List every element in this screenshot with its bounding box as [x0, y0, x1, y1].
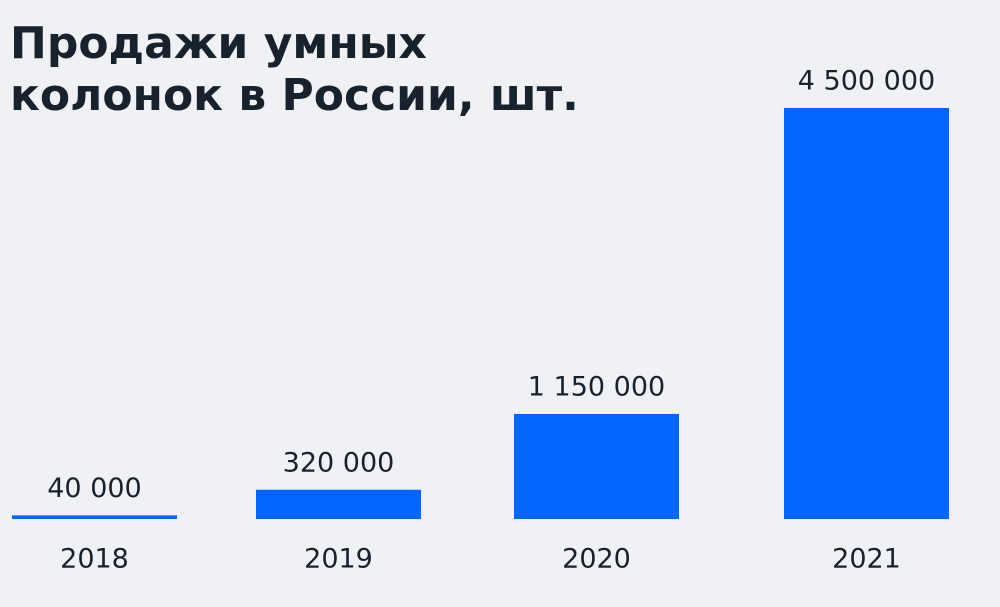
value-label: 320 000: [283, 447, 395, 478]
bar: [514, 413, 679, 519]
chart-title: Продажи умных колонок в России, шт.: [10, 18, 579, 121]
bar: [12, 515, 177, 519]
bar: [256, 489, 421, 519]
value-label: 40 000: [47, 473, 141, 504]
x-tick-label: 2021: [832, 544, 901, 575]
x-tick-label: 2018: [60, 544, 129, 575]
x-tick-label: 2019: [304, 544, 373, 575]
value-label: 1 150 000: [528, 371, 665, 402]
x-tick-label: 2020: [562, 544, 631, 575]
value-label: 4 500 000: [798, 66, 935, 97]
bar: [784, 108, 949, 519]
